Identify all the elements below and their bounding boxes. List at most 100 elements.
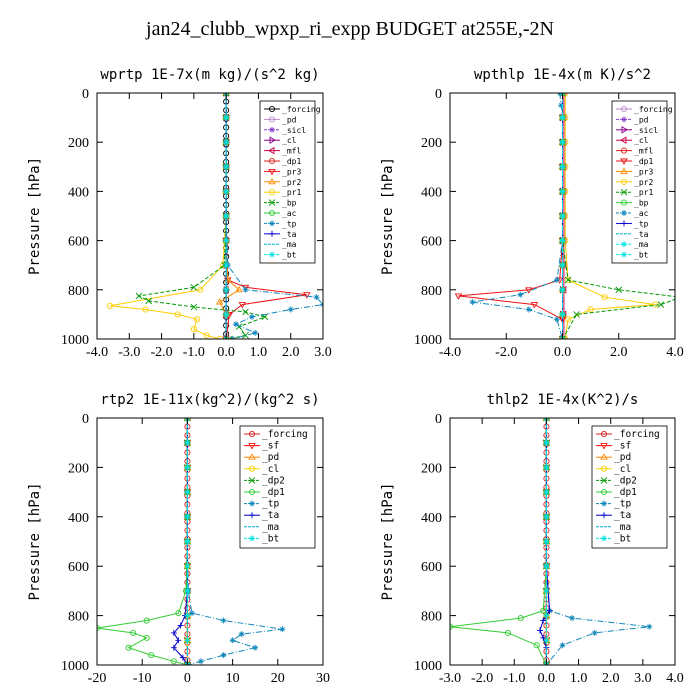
data-point-bt	[559, 262, 566, 269]
data-point-bt	[184, 612, 191, 619]
data-point-bt	[223, 163, 230, 170]
data-point-bt	[543, 439, 550, 446]
data-point-pr2	[565, 316, 572, 323]
legend-label-forcing: _forcing	[614, 429, 660, 440]
y-axis-label-3: Pressure [hPa]	[27, 482, 43, 600]
x-tick-label: -3.0	[439, 671, 461, 686]
data-point-tp	[252, 644, 259, 651]
data-point-dp1	[517, 615, 524, 622]
legend-marker-tp	[601, 500, 607, 507]
panel-title-4: thlp2 1E-4x(K^2)/s	[487, 392, 639, 408]
data-point-tp	[188, 610, 195, 617]
data-point-ac	[558, 102, 565, 109]
data-point-tp	[197, 658, 204, 665]
y-tick-label: 200	[421, 461, 442, 476]
series-line-bp	[137, 93, 267, 339]
y-tick-label: 800	[68, 284, 89, 299]
legend-marker-dp1	[268, 157, 276, 165]
data-point-dp1	[454, 293, 463, 300]
legend-marker-pr1	[620, 188, 628, 196]
legend-label-pr3: _pr3	[282, 167, 301, 176]
data-point-pr1	[564, 276, 572, 284]
legend-label-bp: _bp	[282, 199, 297, 208]
series-line-dp1	[450, 418, 547, 665]
data-point-tp	[220, 617, 227, 624]
legend-marker-ac	[268, 209, 276, 217]
legend-4: _forcing_sf_pd_cl_dp2_dp1_tp_ta_ma_bt	[591, 425, 668, 549]
data-point-ta	[175, 637, 182, 644]
y-axis-label-2: Pressure [hPa]	[380, 157, 396, 275]
data-point-dp1	[143, 634, 150, 641]
y-tick-label: 600	[421, 235, 442, 250]
legend-label-dp1: _dp1	[282, 157, 301, 166]
data-point-tp	[313, 294, 320, 301]
legend-label-mfl: _mfl	[634, 147, 653, 156]
x-tick-label: -1.0	[183, 345, 205, 360]
legend-marker-cl	[600, 465, 608, 472]
x-tick-label: 0.0	[538, 671, 556, 686]
legend-label-tp: _tp	[262, 499, 279, 510]
legend-marker-tp	[269, 220, 275, 227]
data-point-pr3	[303, 292, 311, 299]
x-tick-label: 4.0	[666, 345, 684, 360]
legend-label-cl: _cl	[282, 136, 297, 145]
legend-marker-bt	[601, 535, 607, 542]
legend-label-bt: _bt	[262, 533, 279, 544]
x-tick-label: 3.0	[314, 345, 332, 360]
x-tick-label: -4.0	[86, 345, 108, 360]
panel-title-2: wpthlp 1E-4x(m K)/s^2	[474, 67, 651, 83]
legend-label-sicl: _sicl	[282, 126, 306, 135]
data-point-bt	[223, 139, 230, 146]
data-point-bt	[184, 464, 191, 471]
plot-area-1	[106, 93, 323, 339]
legend-label-sf: _sf	[614, 441, 631, 452]
data-point-tp	[242, 286, 249, 293]
y-tick-label: 800	[421, 610, 442, 625]
data-point-dp1	[524, 287, 533, 294]
y-tick-label: 200	[68, 461, 89, 476]
legend-marker-ta	[269, 230, 275, 237]
legend-label-ma: _ma	[262, 522, 279, 533]
chart-panel-3: rtp2 1E-11x(kg^2)/(kg^2 s) Pressure [hPa]…	[27, 392, 330, 686]
y-tick-label: 0	[435, 412, 442, 427]
data-point-ac	[553, 316, 560, 323]
legend-label-dp2: _dp2	[614, 475, 637, 486]
data-point-ta	[170, 629, 177, 636]
data-point-pr1	[573, 311, 580, 318]
x-tick-label: 2.0	[282, 345, 300, 360]
legend-label-tp: _tp	[614, 499, 631, 510]
y-tick-label: 400	[421, 185, 442, 200]
y-axis-label-1: Pressure [hPa]	[27, 157, 43, 275]
data-point-tp	[220, 652, 227, 659]
legend-marker-bp	[268, 199, 276, 206]
data-point-pr2	[215, 298, 224, 305]
y-tick-label: 0	[82, 412, 89, 427]
data-point-ac	[517, 291, 524, 298]
data-point-tp	[569, 615, 576, 622]
x-tick-label: 3.0	[634, 671, 652, 686]
legend-marker-dp1	[248, 488, 256, 496]
legend-label-sf: _sf	[262, 441, 279, 452]
y-tick-label: 1000	[61, 333, 89, 348]
data-point-pr1	[174, 311, 181, 318]
legend-1: _forcing_pd _sicl_cl _mfl_dp1_pr3 _pr2_pr1 _…	[259, 100, 321, 264]
legend-marker-sicl	[621, 126, 628, 134]
legend-marker-forcing	[600, 430, 608, 438]
plot-frame-1	[96, 92, 324, 340]
data-point-tp	[591, 629, 598, 636]
legend-label-ac: _ac	[282, 209, 297, 218]
legend-label-sicl: _sicl	[634, 126, 658, 135]
legend-label-dp1: _dp1	[634, 157, 653, 166]
legend-label-tp: _tp	[634, 219, 649, 228]
y-tick-label: 600	[421, 560, 442, 575]
legend-marker-ma	[621, 241, 627, 248]
legend-marker-forcing	[620, 105, 628, 113]
legend-label-cl: _cl	[262, 464, 279, 475]
data-point-tp	[287, 306, 294, 313]
legend-label-ta: _ta	[614, 510, 631, 521]
y-tick-label: 600	[68, 235, 89, 250]
data-point-ta	[177, 622, 184, 629]
y-tick-label: 400	[421, 511, 442, 526]
data-point-bt	[543, 464, 550, 471]
y-tick-label: 600	[68, 560, 89, 575]
